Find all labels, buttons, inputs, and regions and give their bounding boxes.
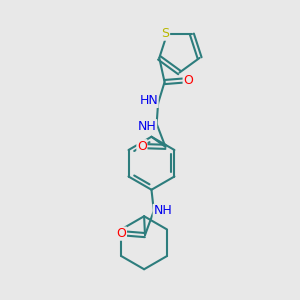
Text: O: O bbox=[116, 227, 126, 240]
Text: NH: NH bbox=[138, 120, 157, 133]
Text: NH: NH bbox=[153, 205, 172, 218]
Text: O: O bbox=[137, 140, 147, 153]
Text: O: O bbox=[183, 74, 193, 87]
Text: HN: HN bbox=[139, 94, 158, 107]
Text: S: S bbox=[161, 27, 169, 40]
